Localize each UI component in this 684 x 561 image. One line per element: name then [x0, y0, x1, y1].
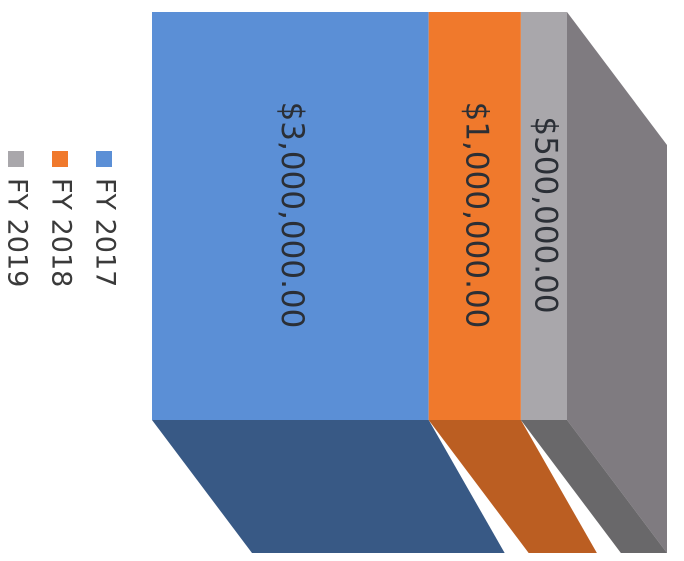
legend-swatch-fy-2017: [96, 151, 112, 167]
legend-label-fy-2017: FY 2017: [90, 178, 121, 287]
legend: FY 2017 FY 2018 FY 2019: [2, 151, 121, 287]
legend-swatch-fy-2019: [8, 151, 24, 167]
value-labels: $3,000,000.00 $1,000,000.00 $500,000.00: [274, 102, 564, 329]
legend-swatch-fy-2018: [52, 151, 68, 167]
legend-label-fy-2018: FY 2018: [46, 178, 77, 287]
bar-segment-fy-2019: [520, 12, 567, 420]
value-label-fy-2017: $3,000,000.00: [274, 102, 310, 329]
bar-bottom-face-fy-2018: [428, 420, 597, 553]
value-label-fy-2018: $1,000,000.00: [458, 102, 494, 329]
value-label-fy-2019: $500,000.00: [527, 116, 563, 313]
bar-side-face-fy-2019: [567, 12, 667, 553]
bar-bottom-face-fy-2019: [520, 420, 667, 553]
stacked-bar: [152, 12, 667, 553]
bar-bottom-face-fy-2017: [152, 420, 505, 553]
bar-segment-fy-2017: [152, 12, 429, 420]
legend-label-fy-2019: FY 2019: [2, 178, 33, 287]
bar-segment-fy-2018: [428, 12, 521, 420]
